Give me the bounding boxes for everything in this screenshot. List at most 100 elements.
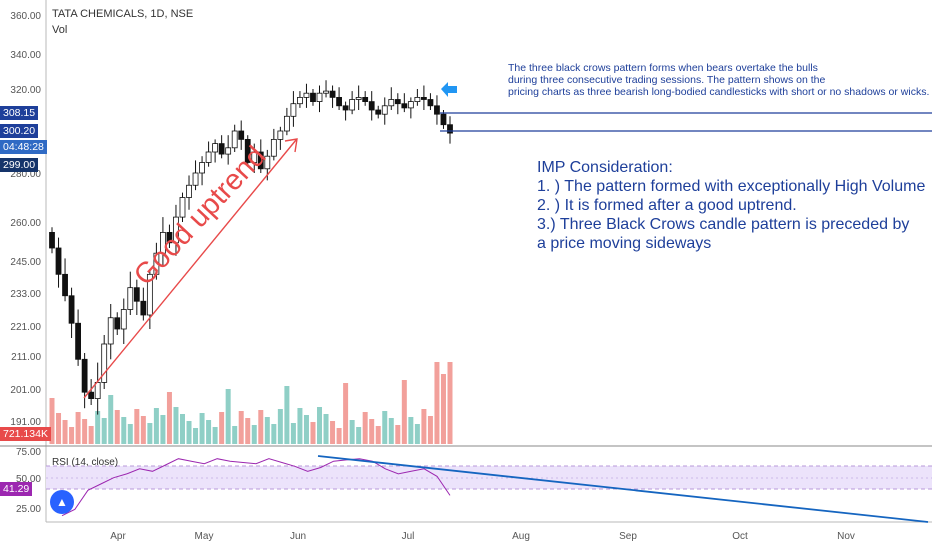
y-tick-label: 211.00 <box>11 352 41 363</box>
candle-body <box>153 252 160 275</box>
chart-title: TATA CHEMICALS, 1D, NSE <box>52 8 194 20</box>
volume-bar <box>284 386 290 444</box>
candle-body <box>310 92 316 102</box>
y-tick-label: 233.00 <box>10 289 41 300</box>
volume-bar <box>277 409 283 444</box>
imp-point: a price moving sideways <box>537 235 712 252</box>
volume-label: Vol <box>52 24 68 36</box>
volume-bar <box>343 383 349 444</box>
x-tick-label: Sep <box>619 531 637 542</box>
volume-bar <box>271 424 277 444</box>
countdown-tag: 04:48:28 <box>0 140 47 154</box>
candle-body <box>225 147 232 155</box>
candle-body <box>257 151 264 170</box>
candle-body <box>283 115 290 132</box>
volume-bar <box>447 362 453 444</box>
candle-body <box>186 184 192 198</box>
candle-body <box>381 105 388 115</box>
candle-body <box>212 143 219 153</box>
x-tick-label: Aug <box>512 531 530 542</box>
candle-body <box>270 138 277 157</box>
candle-body <box>323 90 329 94</box>
candle-body <box>133 287 140 302</box>
low-price-tag: 299.00 <box>0 158 39 172</box>
volume-bar <box>121 417 127 444</box>
candle-body <box>407 101 414 109</box>
candle-body <box>218 143 225 155</box>
volume-bar <box>193 428 199 444</box>
volume-bar <box>251 425 257 444</box>
candle-body <box>316 92 323 102</box>
volume-bar <box>408 417 414 444</box>
candle-body <box>192 172 199 186</box>
y-tick-label: 360.00 <box>10 11 41 22</box>
candle-body <box>173 216 179 244</box>
price-axis: 360.00 340.00 320.00 280.00 260.00 245.00 233.… <box>10 11 41 428</box>
rsi-tick-label: 50.00 <box>16 474 41 485</box>
volume-bar <box>375 426 381 444</box>
volume-bar <box>388 418 394 444</box>
volume-bar <box>356 427 362 444</box>
candle-body <box>55 247 62 275</box>
volume-bar <box>82 419 88 444</box>
uptrend-arrowhead <box>284 138 298 153</box>
rsi-band <box>46 466 932 489</box>
rsi-tag: 41.29 <box>0 482 33 496</box>
candle-body <box>146 273 153 316</box>
volume-bar <box>330 421 336 444</box>
x-tick-label: Jun <box>290 531 306 542</box>
candle-body <box>238 130 245 140</box>
volume-bar <box>153 408 159 444</box>
candle-body <box>342 105 349 111</box>
volume-bar <box>369 419 375 444</box>
volume-bar <box>232 426 238 444</box>
x-tick-label: Jul <box>402 531 415 542</box>
volume-bar <box>69 427 75 444</box>
volume-bar <box>134 409 140 444</box>
volume-bar <box>219 412 225 444</box>
volume-bar <box>88 426 94 444</box>
candle-body <box>94 381 101 399</box>
candle-body <box>336 97 342 107</box>
uptrend-arrow <box>83 139 297 399</box>
volume-bar <box>114 410 120 444</box>
candle-body <box>290 103 297 117</box>
candle-body <box>427 99 434 107</box>
volume-bar <box>362 412 368 444</box>
candle-body <box>160 231 166 254</box>
volume-bar <box>264 417 270 444</box>
rsi-tick-label: 75.00 <box>16 447 41 458</box>
candle-body <box>120 309 127 330</box>
candle-body <box>401 103 408 109</box>
imp-point: 3.) Three Black Crows candle pattern is … <box>537 216 910 233</box>
volume-bar <box>323 414 329 444</box>
volume-bar <box>258 410 264 444</box>
volume-bar <box>395 425 401 444</box>
volume-bar <box>173 407 179 444</box>
y-tick-label: 221.00 <box>10 322 41 333</box>
candle-body <box>114 317 121 330</box>
candle-body <box>62 273 68 297</box>
candle-body <box>127 287 134 310</box>
x-tick-label: Apr <box>110 531 126 542</box>
volume-bar <box>160 415 166 444</box>
candle-body <box>434 105 440 115</box>
y-tick-label: 201.00 <box>10 385 41 396</box>
volume-bar <box>62 420 68 444</box>
y-tick-label: 191.00 <box>10 417 41 428</box>
candle-body <box>362 97 369 103</box>
candle-body <box>49 231 55 249</box>
candle-body <box>447 124 453 134</box>
imp-point: 1. ) The pattern formed with exceptional… <box>537 178 926 195</box>
candle-body <box>440 113 447 126</box>
volume-bar <box>56 413 62 444</box>
candle-body <box>166 231 173 244</box>
candle-body <box>414 97 421 103</box>
volume-bar <box>140 416 146 444</box>
candle-body <box>303 92 310 98</box>
volume-bar <box>434 362 440 444</box>
candle-body <box>375 109 382 115</box>
rsi-line <box>61 458 451 517</box>
level-tag-300: 300.20 <box>0 124 39 138</box>
rsi-label: RSI (14, close) <box>52 457 119 468</box>
